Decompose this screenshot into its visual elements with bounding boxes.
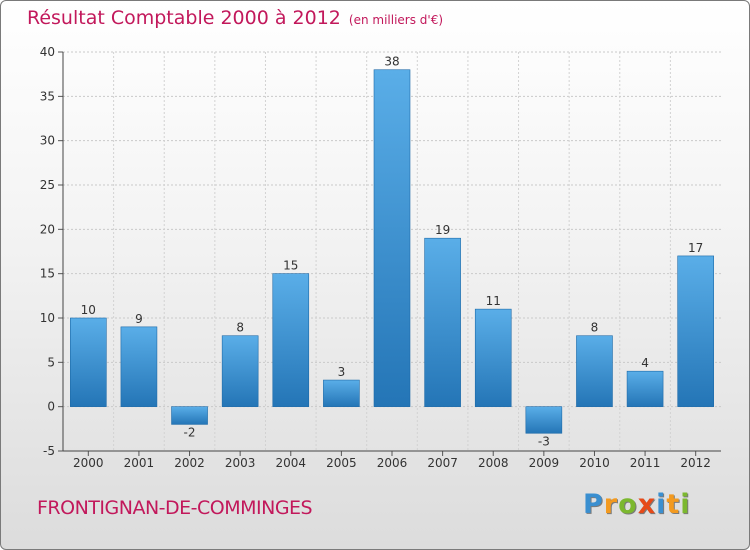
x-tick-label-2005: 2005 — [326, 456, 357, 470]
chart-title: Résultat Comptable 2000 à 2012 (en millie… — [27, 7, 443, 29]
data-label-2005: 3 — [338, 365, 346, 379]
bar-2010 — [576, 335, 613, 407]
x-tick-label-2009: 2009 — [529, 456, 560, 470]
x-tick-label-2008: 2008 — [478, 456, 509, 470]
bar-2007 — [424, 237, 461, 407]
bar-2006 — [373, 69, 411, 407]
x-tick-label-2012: 2012 — [680, 456, 711, 470]
x-tick-label-2010: 2010 — [579, 456, 610, 470]
y-tick-label: 30 — [40, 134, 55, 148]
proxiti-logo-letter: P — [583, 489, 604, 520]
proxiti-logo-letter: i — [656, 489, 667, 520]
chart-title-main: Résultat Comptable 2000 à 2012 — [27, 7, 341, 29]
data-label-2000: 10 — [81, 303, 96, 317]
y-tick-label: 10 — [40, 311, 55, 325]
bar-2000 — [70, 317, 107, 407]
data-label-2008: 11 — [486, 294, 501, 308]
y-tick-label: 25 — [40, 178, 55, 192]
bar-2001 — [120, 326, 158, 407]
proxiti-logo-letter: i — [680, 489, 691, 520]
x-tick-label-2001: 2001 — [124, 456, 155, 470]
bar-2002 — [171, 406, 208, 425]
bar-2005 — [323, 379, 360, 407]
proxiti-logo-letter: t — [666, 489, 681, 520]
y-tick-label: 15 — [40, 267, 55, 281]
x-tick-label-2004: 2004 — [275, 456, 306, 470]
bars — [70, 69, 714, 434]
y-tick-label: 5 — [47, 355, 55, 369]
data-label-2012: 17 — [688, 241, 703, 255]
bar-2008 — [474, 308, 512, 407]
y-tick-label: 35 — [40, 89, 55, 103]
y-tick-label: 0 — [47, 400, 55, 414]
chart-title-unit: (en milliers d'€) — [348, 13, 444, 27]
commune-name: FRONTIGNAN-DE-COMMINGES — [37, 497, 313, 519]
proxiti-logo-letter: o — [618, 489, 638, 520]
proxiti-logo-letter: r — [603, 489, 619, 520]
data-label-2011: 4 — [641, 356, 649, 370]
data-label-2007: 19 — [435, 223, 450, 237]
y-tick-label: -5 — [43, 444, 55, 458]
data-label-2004: 15 — [283, 259, 298, 273]
x-tick-label-2000: 2000 — [73, 456, 104, 470]
x-tick-label-2007: 2007 — [427, 456, 458, 470]
y-tick-label: 20 — [40, 222, 55, 236]
y-tick-label: 40 — [40, 45, 55, 59]
data-label-2001: 9 — [135, 312, 143, 326]
x-tick-label-2003: 2003 — [225, 456, 256, 470]
bar-2011 — [626, 370, 664, 407]
data-label-2002: -2 — [184, 425, 196, 439]
data-label-2010: 8 — [591, 321, 599, 335]
proxiti-logo: Proxiti — [583, 489, 691, 520]
data-label-2009: -3 — [538, 434, 550, 448]
axes: -5 0 5 10 15 20 25 30 35 40 2000 2001 2002 2003 2004 20… — [40, 45, 721, 470]
x-tick-label-2011: 2011 — [630, 456, 661, 470]
data-label-2006: 38 — [384, 55, 399, 69]
bar-2009 — [525, 406, 563, 434]
proxiti-logo-letter: x — [637, 489, 657, 520]
bar-2012 — [677, 255, 714, 407]
bar-2003 — [221, 335, 259, 407]
data-label-2003: 8 — [236, 321, 244, 335]
x-tick-label-2002: 2002 — [174, 456, 205, 470]
bar-2004 — [272, 273, 310, 407]
x-tick-label-2006: 2006 — [377, 456, 408, 470]
data-labels: 10 9 -2 8 15 3 38 19 11 -3 8 4 17 — [81, 55, 704, 449]
